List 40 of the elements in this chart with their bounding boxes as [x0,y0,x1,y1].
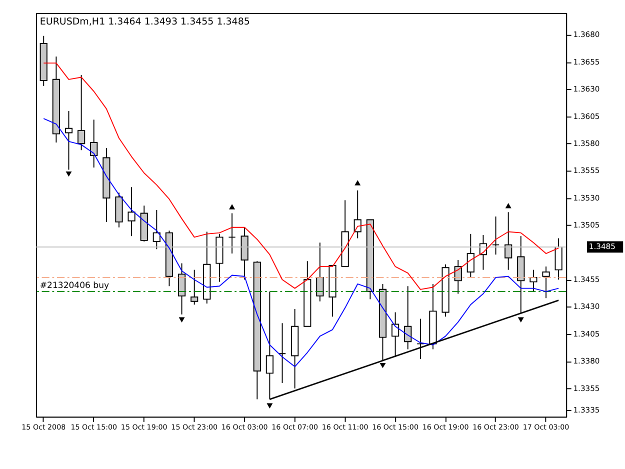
candlestick [492,216,500,256]
candlestick [554,238,562,280]
y-tick-label: 1.3655 [573,57,600,66]
point [229,204,236,210]
point [380,362,386,368]
y-tick-label: 1.3380 [573,356,600,366]
point [354,180,361,186]
point [518,317,524,322]
y-tick-label: 1.3580 [573,138,600,148]
y-tick-label: 1.3430 [573,302,600,312]
point [178,317,185,322]
candlestick [178,262,186,315]
ref-line-label: #21320406 buy [40,280,110,291]
y-tick-label: 1.3335 [573,406,600,415]
candlestick [78,74,86,151]
point [266,403,273,408]
candlestick [228,212,236,254]
point [66,171,72,177]
y-tick-label: 1.3355 [573,384,600,393]
candlestick [530,269,538,292]
candlestick [152,210,160,250]
y-tick-label: 1.3455 [573,274,600,284]
chart-title: EURUSDm,H1 1.3464 1.3493 1.3455 1.3485 [40,16,250,28]
point [505,203,512,208]
candlestick [190,269,198,306]
candlestick [542,266,550,299]
y-tick-label: 1.3405 [573,329,600,338]
y-tick-label: 1.3505 [573,220,600,230]
candlestick [416,318,424,360]
y-tick-label: 1.3605 [573,112,600,121]
candlestick [128,186,136,237]
y-tick-label: 1.3630 [573,84,600,94]
y-tick-label: 1.3530 [573,193,600,202]
y-tick-label: 1.3555 [573,166,600,176]
ref-line-label: 1.3485 [588,242,616,251]
candlestick [278,322,286,384]
candlestick [466,233,474,278]
candlestick [90,119,98,168]
candlestick [64,110,73,170]
y-tick-label: 1.3680 [573,30,600,40]
